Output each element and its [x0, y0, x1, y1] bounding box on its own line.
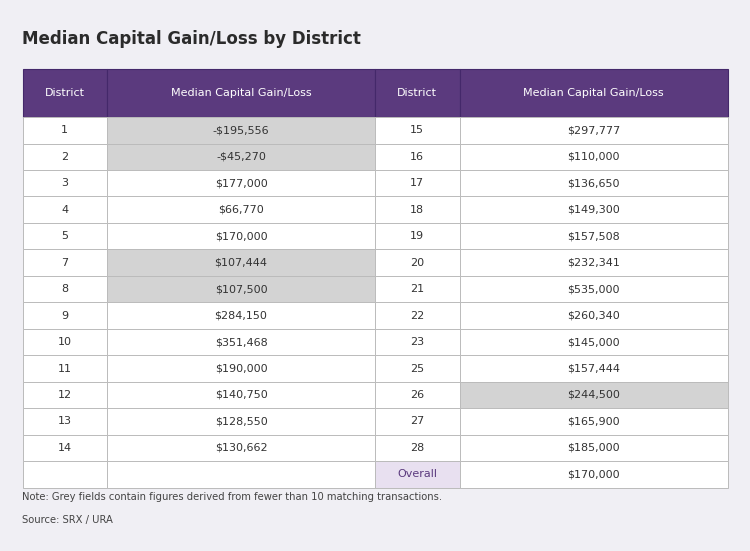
Text: $185,000: $185,000 [567, 443, 620, 453]
Text: 3: 3 [62, 178, 68, 188]
Text: Median Capital Gain/Loss: Median Capital Gain/Loss [171, 88, 311, 98]
Text: 11: 11 [58, 364, 72, 374]
Text: 26: 26 [410, 390, 424, 400]
Text: $136,650: $136,650 [567, 178, 620, 188]
Text: $170,000: $170,000 [214, 231, 267, 241]
Text: District: District [45, 88, 85, 98]
Text: $297,777: $297,777 [567, 125, 620, 135]
Text: $128,550: $128,550 [214, 417, 268, 426]
Text: $149,300: $149,300 [567, 204, 620, 215]
Text: $190,000: $190,000 [214, 364, 267, 374]
Text: $177,000: $177,000 [214, 178, 268, 188]
Text: 4: 4 [62, 204, 68, 215]
Text: 19: 19 [410, 231, 424, 241]
Text: District: District [398, 88, 437, 98]
Text: $110,000: $110,000 [567, 152, 620, 162]
Text: 9: 9 [62, 311, 68, 321]
Text: 21: 21 [410, 284, 424, 294]
Text: $66,770: $66,770 [218, 204, 264, 215]
Text: $232,341: $232,341 [567, 258, 620, 268]
Text: $140,750: $140,750 [214, 390, 268, 400]
Text: 1: 1 [62, 125, 68, 135]
Text: $130,662: $130,662 [214, 443, 267, 453]
Text: Median Capital Gain/Loss: Median Capital Gain/Loss [524, 88, 664, 98]
Text: Median Capital Gain/Loss by District: Median Capital Gain/Loss by District [22, 30, 361, 48]
Text: $145,000: $145,000 [567, 337, 620, 347]
Text: 20: 20 [410, 258, 424, 268]
Text: $107,500: $107,500 [214, 284, 267, 294]
Text: $165,900: $165,900 [567, 417, 620, 426]
Text: Source: SRX / URA: Source: SRX / URA [22, 515, 113, 525]
Text: $244,500: $244,500 [567, 390, 620, 400]
Text: 25: 25 [410, 364, 424, 374]
Text: $157,508: $157,508 [567, 231, 620, 241]
Text: -$195,556: -$195,556 [213, 125, 269, 135]
Text: 5: 5 [62, 231, 68, 241]
Text: 16: 16 [410, 152, 424, 162]
Text: 7: 7 [62, 258, 68, 268]
Text: 13: 13 [58, 417, 72, 426]
Text: Note: Grey fields contain figures derived from fewer than 10 matching transactio: Note: Grey fields contain figures derive… [22, 492, 442, 502]
Text: 14: 14 [58, 443, 72, 453]
Text: 18: 18 [410, 204, 424, 215]
Text: 2: 2 [62, 152, 68, 162]
Text: $535,000: $535,000 [567, 284, 620, 294]
Text: $260,340: $260,340 [567, 311, 620, 321]
Text: 10: 10 [58, 337, 72, 347]
Text: -$45,270: -$45,270 [216, 152, 266, 162]
Text: $107,444: $107,444 [214, 258, 268, 268]
Text: 28: 28 [410, 443, 424, 453]
Text: $170,000: $170,000 [567, 469, 620, 479]
Text: 8: 8 [62, 284, 68, 294]
Text: 23: 23 [410, 337, 424, 347]
Text: $351,468: $351,468 [214, 337, 268, 347]
Text: 12: 12 [58, 390, 72, 400]
Text: 15: 15 [410, 125, 424, 135]
Text: 22: 22 [410, 311, 424, 321]
Text: 17: 17 [410, 178, 424, 188]
Text: $157,444: $157,444 [567, 364, 620, 374]
Text: $284,150: $284,150 [214, 311, 268, 321]
Text: 27: 27 [410, 417, 424, 426]
Text: Overall: Overall [398, 469, 437, 479]
